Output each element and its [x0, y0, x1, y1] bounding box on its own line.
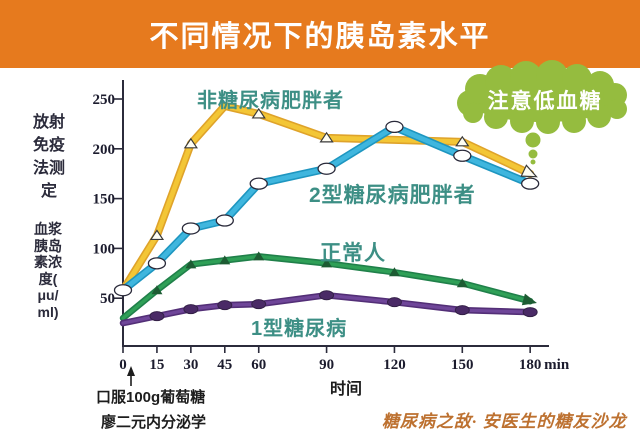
marker-filled-triangle [185, 259, 197, 269]
axes [122, 80, 549, 347]
end-arrow-open [520, 164, 538, 178]
series-label-type2-obese: 2型糖尿病肥胖者 [309, 184, 476, 207]
marker-filled-ellipse [319, 290, 335, 301]
x-axis-title: 时间 [330, 381, 363, 398]
y-axis-method-label: 放射 免疫 法测 定 [32, 114, 65, 200]
y-tick-label: 250 [93, 92, 116, 108]
x-tick-label: 180 [519, 357, 542, 373]
marker-filled-ellipse [251, 299, 267, 310]
marker-filled-ellipse [522, 307, 538, 318]
marker-open-triangle [149, 229, 165, 241]
x-tick-label: 30 [183, 357, 198, 373]
marker-open-ellipse [147, 257, 167, 270]
marker-open-ellipse [113, 284, 133, 297]
glucose-note: 口服100g葡萄糖 [96, 389, 206, 406]
marker-open-ellipse [215, 214, 234, 227]
marker-filled-ellipse [149, 311, 165, 322]
x-tick-label: 150 [451, 357, 474, 373]
x-tick-label: 45 [217, 357, 232, 373]
thought-cloud: 注意低血糖 [457, 60, 627, 165]
x-unit-label: min [544, 357, 570, 373]
marker-filled-ellipse [386, 297, 402, 308]
marker-open-ellipse [249, 177, 268, 190]
x-tick-label: 120 [383, 357, 406, 373]
glucose-arrow-icon [127, 366, 135, 386]
marker-open-ellipse [181, 222, 201, 235]
x-tick-label: 15 [149, 357, 164, 373]
marker-filled-triangle [321, 258, 333, 268]
series-label-type1: 1型糖尿病 [251, 318, 348, 340]
page-title: 不同情况下的胰岛素水平 [149, 21, 491, 53]
title-bar: 不同情况下的胰岛素水平 [0, 0, 640, 68]
y-tick-label: 100 [93, 241, 116, 257]
marker-filled-triangle [456, 278, 468, 288]
y-axis-unit-label: 血浆 胰岛 素浓 度( μu/ ml) [34, 221, 62, 320]
end-arrow-filled [521, 293, 537, 306]
marker-open-ellipse [453, 149, 472, 162]
x-tick-label: 0 [119, 357, 127, 373]
y-tick-label: 50 [100, 291, 115, 307]
plot-series: 50 100 150 200 250 0 15 30 45 60 90 120 150 180 min [93, 92, 570, 373]
thought-bubble-medium [528, 149, 538, 159]
y-tick-label: 150 [93, 192, 116, 208]
cloud-warning-label: 注意低血糖 [488, 89, 603, 113]
series-label-nondiabetic-obese: 非糖尿病肥胖者 [197, 90, 344, 112]
marker-filled-triangle [151, 285, 163, 295]
series-label-normal: 正常人 [320, 242, 386, 265]
marker-open-ellipse [385, 120, 404, 134]
marker-open-triangle [183, 137, 198, 149]
marker-open-triangle [251, 107, 266, 119]
marker-open-ellipse [317, 162, 336, 175]
marker-open-ellipse [521, 177, 540, 190]
marker-filled-ellipse [183, 304, 199, 315]
marker-open-triangle [455, 135, 470, 147]
thought-bubble-small [530, 159, 536, 165]
marker-filled-ellipse [217, 300, 233, 311]
marker-filled-triangle [388, 267, 400, 277]
marker-open-triangle [319, 131, 334, 143]
marker-filled-triangle [219, 255, 231, 265]
x-tick-label: 90 [319, 357, 334, 373]
x-tick-label: 60 [251, 357, 266, 373]
thought-bubble-large [525, 132, 541, 148]
marker-filled-triangle [253, 251, 265, 261]
watermark-text: 糖尿病之敌· 安医生的糖友沙龙 [382, 412, 627, 431]
y-tick-label: 200 [93, 142, 116, 158]
marker-filled-ellipse [454, 305, 470, 316]
source-note: 廖二元内分泌学 [101, 414, 207, 431]
